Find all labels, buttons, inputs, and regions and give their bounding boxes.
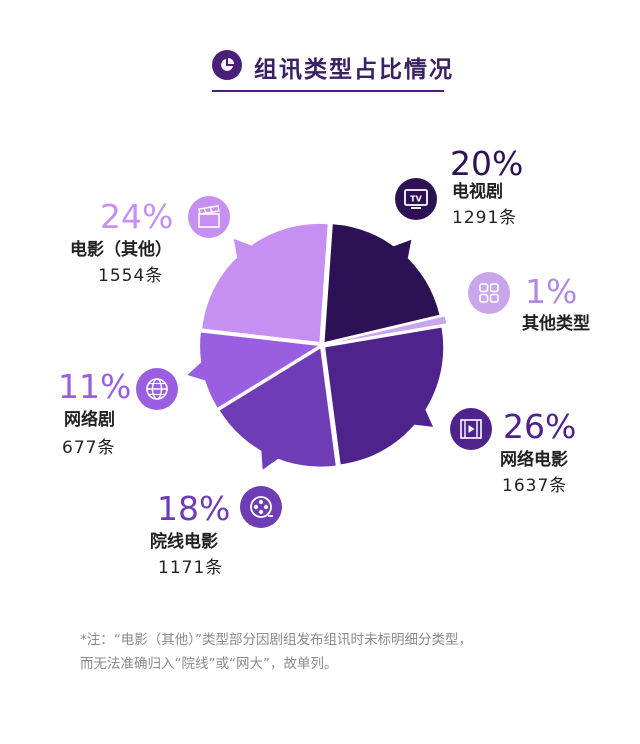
pie-slice-3: [219, 348, 336, 467]
svg-text:TV: TV: [410, 195, 422, 204]
footnote-line-1: *注：“电影（其他）”类型部分因剧组发布组讯时未标明细分类型，: [80, 632, 472, 648]
other-percent: 1%: [525, 272, 578, 311]
grid-icon: [468, 272, 510, 314]
pie-slice-1: [335, 316, 447, 343]
tv-icon: TV: [395, 178, 437, 220]
cinema-count: 1171条: [158, 558, 224, 578]
netmovie-percent: 26%: [503, 407, 577, 446]
filmother-percent: 24%: [100, 197, 174, 236]
pie-slice-4: [200, 332, 319, 408]
pie-chart-icon: [212, 50, 242, 80]
tv-label: 电视剧: [452, 182, 503, 202]
netdrama-count: 677条: [62, 438, 116, 458]
tv-percent: 20%: [450, 144, 524, 183]
netmovie-label: 网络电影: [500, 450, 568, 470]
footnote-line-2: 而无法准确归入“院线”或“网大”，故单列。: [80, 656, 338, 672]
pie-slice-5: [202, 223, 328, 342]
film-strip-icon: [450, 408, 492, 450]
chart-title: 组讯类型占比情况: [254, 57, 454, 83]
pie-pointer-5: [233, 238, 254, 260]
netdrama-label: 网络剧: [64, 410, 115, 430]
filmother-label: 电影（其他）: [70, 240, 172, 260]
tv-count: 1291条: [452, 208, 518, 228]
pie-chart: [187, 223, 447, 470]
filmother-count: 1554条: [98, 266, 164, 286]
pie-pointer-2: [412, 407, 434, 427]
pie-pointer-4: [187, 360, 208, 382]
footnote: *注：“电影（其他）”类型部分因剧组发布组讯时未标明细分类型， 而无法准确归入“…: [80, 628, 620, 676]
netdrama-percent: 11%: [58, 367, 132, 406]
film-reel-icon: [240, 486, 282, 528]
globe-icon: [136, 368, 178, 410]
pie-slice-2: [325, 327, 444, 465]
netmovie-count: 1637条: [502, 476, 568, 496]
pie-slice-0: [324, 224, 440, 342]
cinema-percent: 18%: [157, 489, 231, 528]
pie-pointer-3: [261, 448, 281, 470]
pie-pointer-0: [391, 239, 412, 261]
cinema-label: 院线电影: [150, 532, 218, 552]
clapperboard-icon: [188, 196, 230, 238]
other-label: 其他类型: [522, 314, 590, 334]
title-underline: [212, 90, 444, 92]
